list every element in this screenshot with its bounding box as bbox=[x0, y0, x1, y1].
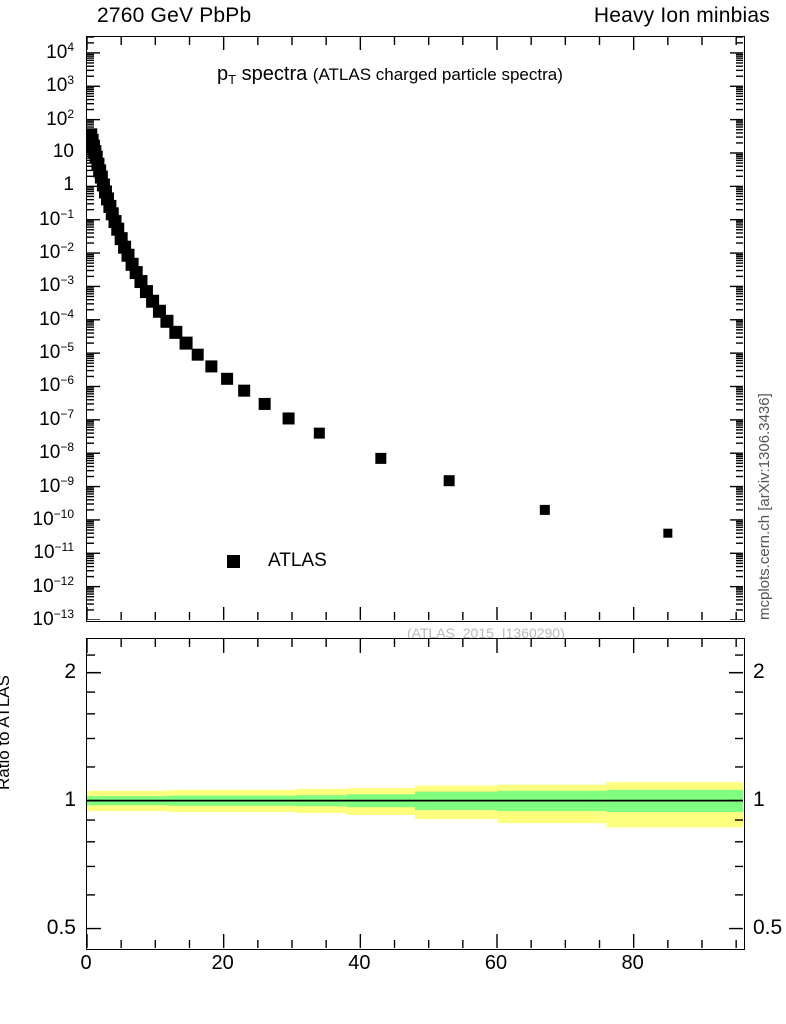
data-point bbox=[282, 412, 295, 425]
y-tick-label: 1 bbox=[63, 174, 74, 196]
x-tick-label: 20 bbox=[211, 952, 234, 974]
x-tick-label: 40 bbox=[348, 952, 371, 974]
data-point bbox=[221, 372, 234, 385]
data-point bbox=[663, 528, 673, 538]
plot-title-subscript: T bbox=[228, 72, 237, 87]
header-left-label: 2760 GeV PbPb bbox=[97, 4, 252, 27]
y-tick-label: 104 bbox=[46, 39, 74, 64]
analysis-id-watermark: (ATLAS_2015_I1360290) bbox=[407, 625, 565, 641]
data-point bbox=[134, 275, 148, 289]
ratio-y-tick-label: 1 bbox=[64, 787, 76, 811]
y-tick-label: 102 bbox=[46, 106, 74, 130]
data-point bbox=[375, 452, 387, 464]
legend: ATLAS bbox=[227, 550, 327, 572]
ratio-y-tick-label: 0.5 bbox=[46, 915, 76, 939]
y-tick-label: 10−2 bbox=[39, 239, 74, 264]
ratio-plot-panel bbox=[86, 638, 745, 950]
side-credit-watermark: mcplots.cern.ch [arXiv:1306.3436] bbox=[756, 393, 773, 620]
y-tick-label: 10−7 bbox=[39, 406, 74, 431]
ratio-y-tick-label: 1 bbox=[753, 787, 765, 811]
y-tick-label: 10−8 bbox=[39, 440, 74, 464]
y-tick-label: 103 bbox=[46, 73, 74, 97]
data-point bbox=[191, 348, 204, 361]
main-y-tick-labels: 104 103 102 10 1 10−1 10−2 10−3 10−4 10−5 10−6 10−7… bbox=[0, 36, 82, 630]
y-tick-label: 10−10 bbox=[32, 506, 75, 531]
plot-title: pT spectra (ATLAS charged particle spect… bbox=[217, 63, 563, 87]
y-tick-label: 10−4 bbox=[39, 306, 74, 330]
y-tick-label: 10−5 bbox=[39, 339, 74, 364]
data-point bbox=[539, 504, 550, 515]
x-tick-labels: 0 20 40 60 80 bbox=[80, 952, 745, 982]
ratio-plot-canvas bbox=[87, 639, 743, 948]
ratio-uncertainty-bands bbox=[87, 782, 743, 828]
plot-title-paren: (ATLAS charged particle spectra) bbox=[312, 65, 563, 84]
y-tick-label: 10−6 bbox=[39, 373, 74, 397]
legend-label: ATLAS bbox=[268, 550, 327, 571]
plot-title-rest: spectra bbox=[236, 63, 313, 85]
data-series-atlas bbox=[87, 128, 673, 538]
ratio-y-tick-label: 2 bbox=[753, 659, 765, 683]
y-tick-label: 10−12 bbox=[32, 573, 75, 597]
ratio-y-tick-label: 2 bbox=[64, 659, 76, 683]
data-point bbox=[313, 427, 325, 439]
ratio-y-tick-labels-left: 0.5 1 2 bbox=[0, 638, 82, 950]
data-point bbox=[443, 475, 455, 487]
plot-title-p: p bbox=[217, 63, 229, 85]
x-tick-label: 60 bbox=[484, 952, 508, 974]
y-tick-label: 10−9 bbox=[39, 473, 74, 497]
y-tick-label: 10−1 bbox=[39, 206, 74, 230]
data-point bbox=[160, 314, 174, 328]
y-tick-label: 10−3 bbox=[39, 273, 74, 297]
data-point bbox=[146, 294, 160, 308]
y-tick-label: 10−13 bbox=[32, 606, 75, 631]
data-point bbox=[205, 360, 218, 373]
data-point bbox=[169, 325, 183, 339]
x-tick-label: 80 bbox=[621, 952, 644, 974]
y-tick-label: 10 bbox=[52, 140, 74, 162]
y-tick-label: 10−11 bbox=[33, 540, 74, 564]
data-point bbox=[152, 304, 166, 318]
header-right-label: Heavy Ion minbias bbox=[593, 4, 770, 27]
main-plot-canvas bbox=[87, 37, 743, 620]
ratio-y-tick-label: 0.5 bbox=[753, 915, 783, 939]
data-point bbox=[238, 384, 251, 397]
x-tick-label: 0 bbox=[80, 952, 92, 974]
ratio-axis-label: Ratio to ATLAS bbox=[0, 675, 13, 790]
ratio-y-tick-labels-right: 0.5 1 2 bbox=[749, 638, 786, 950]
data-point bbox=[258, 397, 271, 410]
data-point bbox=[179, 336, 193, 350]
legend-marker-icon bbox=[227, 554, 240, 568]
main-plot-panel: pT spectra (ATLAS charged particle spect… bbox=[86, 36, 745, 641]
